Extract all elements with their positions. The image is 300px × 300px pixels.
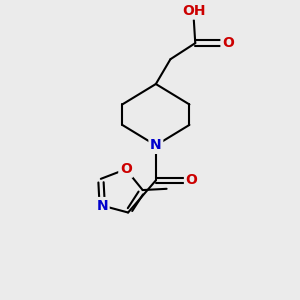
Text: N: N bbox=[150, 138, 162, 152]
Text: N: N bbox=[96, 199, 108, 213]
Text: OH: OH bbox=[182, 4, 206, 18]
Text: O: O bbox=[185, 173, 197, 188]
Text: O: O bbox=[120, 162, 132, 176]
Text: O: O bbox=[222, 36, 234, 50]
